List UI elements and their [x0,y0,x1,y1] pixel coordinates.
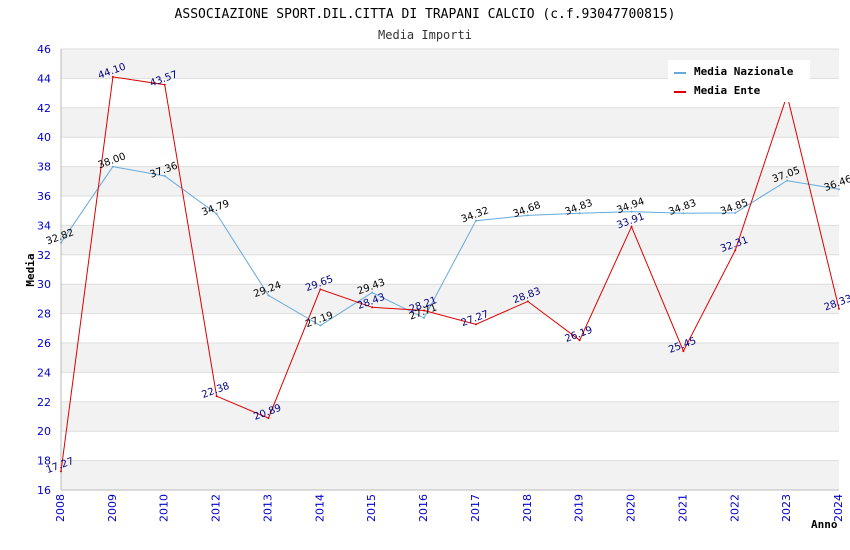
x-tick-label: 2020 [625,494,638,522]
x-tick-label: 2019 [573,494,586,522]
data-point [474,219,477,222]
y-tick-label: 46 [37,43,51,56]
data-point [630,225,633,228]
data-label: 34.85 [719,197,750,217]
data-label: 34.79 [200,198,231,218]
data-point [111,165,114,168]
data-point [578,212,581,215]
x-tick-label: 2022 [728,494,741,522]
y-tick-label: 42 [37,102,51,115]
data-point [267,294,270,297]
data-point [423,309,426,312]
series-line-0 [60,166,840,327]
data-point [111,75,114,78]
data-point [838,188,840,191]
x-tick-label: 2016 [417,494,430,522]
legend-box [668,60,810,102]
data-point [423,316,426,319]
data-label: 34.83 [563,198,594,218]
y-tick-label: 18 [37,455,51,468]
y-tick-label: 36 [37,190,51,203]
x-tick-label: 2012 [210,494,223,522]
legend-label-media-ente: Media Ente [694,84,761,97]
data-point [682,350,685,353]
chart-subtitle: Media Importi [378,28,472,42]
data-point [371,291,374,294]
legend-label-media-nazionale: Media Nazionale [694,65,794,78]
y-tick-label: 24 [37,366,51,379]
data-point [371,306,374,309]
data-point [682,212,685,215]
y-tick-label: 26 [37,337,51,350]
x-tick-label: 2017 [469,494,482,522]
y-tick-label: 22 [37,396,51,409]
data-label: 26.19 [563,325,594,345]
data-point [786,179,789,182]
chart-title: ASSOCIAZIONE SPORT.DIL.CITTA DI TRAPANI … [175,7,676,22]
data-label: 22.38 [200,381,231,401]
x-axis-label: Anno [811,518,838,531]
data-point [60,241,62,244]
y-tick-label: 34 [37,219,51,232]
x-tick-label: 2023 [780,494,793,522]
data-point [163,83,166,86]
x-tick-label: 2024 [832,494,845,522]
x-axis-ticks: 2008 2009 2010 2012 2013 2014 2015 2016 2017 2018… [54,494,845,522]
y-tick-label: 30 [37,278,51,291]
x-tick-label: 2021 [676,494,689,522]
series-line-1 [60,76,840,472]
data-label: 34.83 [667,198,698,218]
x-tick-label: 2013 [261,494,274,522]
grid-band [61,166,839,196]
data-point [526,300,529,303]
x-tick-label: 2018 [521,494,534,522]
grid-band [61,460,839,490]
y-axis-ticks: 16 18 20 22 24 26 28 30 32 34 36 38 40 42 44 46 [37,43,51,497]
y-tick-label: 38 [37,161,51,174]
series-lines [60,75,840,473]
x-tick-label: 2008 [54,494,67,522]
legend: Media Nazionale Media Ente [668,60,810,102]
y-axis-label: Media [24,253,37,286]
data-point [215,395,218,398]
y-tick-label: 32 [37,249,51,262]
data-point [734,211,737,214]
x-tick-label: 2010 [158,494,171,522]
data-point [630,210,633,213]
data-point [526,214,529,217]
x-tick-label: 2009 [106,494,119,522]
grid-band [61,401,839,432]
data-point [474,323,477,326]
y-tick-label: 40 [37,131,51,144]
data-point [734,249,737,252]
data-point [215,212,218,215]
data-point [319,324,322,327]
grid-band [61,343,839,373]
y-tick-label: 28 [37,308,51,321]
data-label: 34.68 [512,200,543,220]
data-point [319,288,322,291]
data-point [578,339,581,342]
y-tick-label: 20 [37,425,51,438]
grid-band [61,284,839,314]
grid-band [61,107,839,138]
x-tick-label: 2015 [365,494,378,522]
y-tick-label: 44 [37,72,51,85]
x-tick-label: 2014 [313,494,326,522]
data-point [60,470,62,473]
data-point [838,307,840,310]
y-tick-label: 16 [37,484,51,497]
data-point [267,417,270,420]
data-point [163,175,166,178]
